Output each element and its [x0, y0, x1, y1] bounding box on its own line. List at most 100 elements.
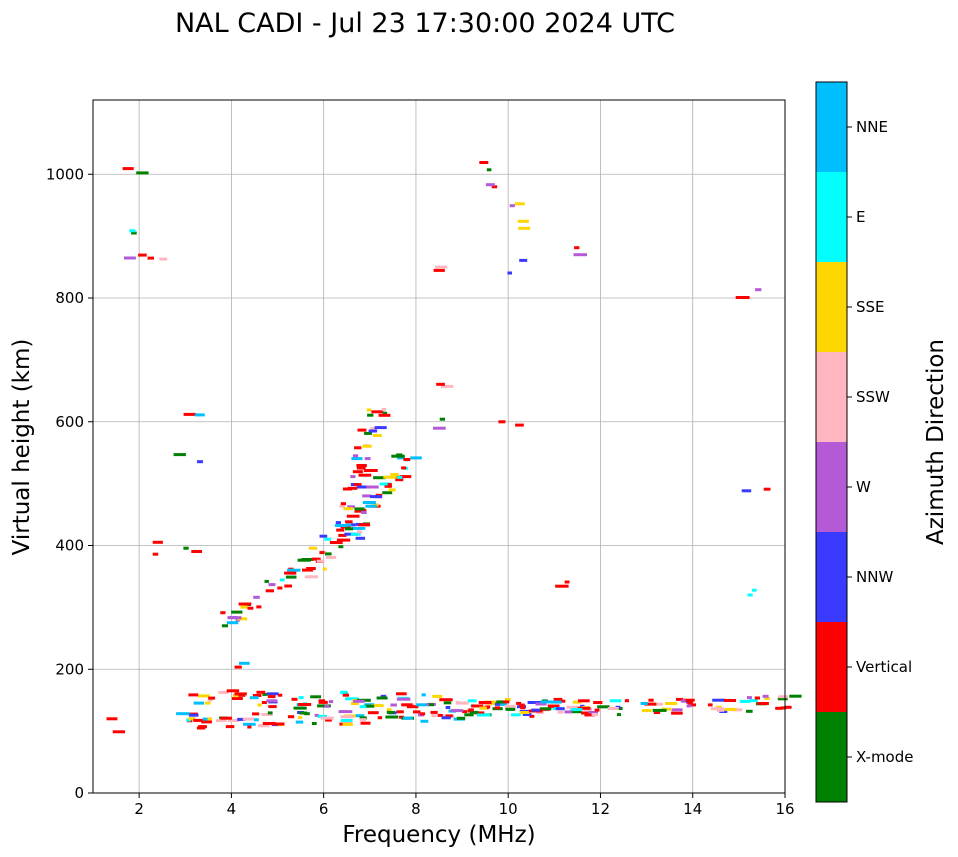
echo-mark	[266, 699, 278, 703]
echo-mark	[494, 706, 501, 710]
echo-mark	[267, 695, 276, 699]
echo-mark	[456, 716, 466, 720]
echo-mark	[755, 288, 762, 292]
echo-mark	[777, 697, 788, 701]
echo-mark	[555, 707, 565, 711]
echo-mark	[122, 167, 134, 171]
colorbar: X-mode Vertical NNW W SSW SSE E NNE	[815, 81, 913, 803]
colorbar-tick-label: SSE	[856, 298, 885, 316]
echo-mark	[688, 703, 696, 707]
echo-mark	[383, 475, 397, 479]
echo-mark	[455, 701, 469, 705]
echo-mark	[194, 413, 205, 417]
echo-mark	[476, 713, 491, 717]
echo-mark	[319, 551, 325, 555]
echo-mark	[607, 707, 619, 710]
echo-mark	[433, 268, 445, 272]
echo-mark	[665, 702, 678, 705]
echo-mark	[648, 698, 654, 702]
echo-mark	[519, 258, 528, 262]
echo-mark	[112, 730, 125, 734]
echo-mark	[581, 711, 595, 715]
echo-mark	[378, 413, 391, 417]
y-tick-label: 200	[55, 660, 84, 678]
echo-mark	[308, 546, 318, 550]
echo-mark	[505, 707, 516, 711]
echo-mark	[553, 697, 563, 701]
echo-mark	[724, 707, 737, 711]
echo-mark	[318, 700, 328, 704]
echo-mark	[515, 423, 524, 427]
echo-mark	[420, 719, 429, 723]
echo-mark	[413, 710, 421, 714]
echo-mark	[386, 710, 395, 714]
echo-mark	[310, 695, 322, 699]
echo-mark	[314, 713, 319, 717]
echo-mark	[319, 534, 328, 538]
echo-mark	[479, 706, 487, 710]
echo-mark	[395, 478, 404, 482]
echo-mark	[183, 546, 189, 550]
echo-mark	[345, 520, 353, 524]
echo-mark	[519, 711, 530, 714]
echo-mark	[284, 571, 297, 575]
echo-mark	[574, 246, 580, 250]
echo-mark	[311, 557, 321, 561]
echo-mark	[285, 575, 297, 579]
echo-mark	[297, 558, 311, 562]
echo-mark	[741, 489, 752, 493]
echo-mark	[763, 487, 771, 491]
echo-mark	[401, 466, 407, 470]
echo-mark	[131, 231, 137, 235]
echo-mark	[346, 514, 360, 518]
echo-mark	[479, 161, 489, 164]
echo-mark	[683, 698, 695, 702]
echo-mark	[491, 185, 498, 189]
echo-mark	[358, 473, 372, 477]
echo-mark	[478, 701, 492, 704]
echo-mark	[240, 605, 248, 609]
echo-mark	[749, 699, 758, 703]
echo-mark	[197, 694, 210, 698]
echo-mark	[346, 523, 352, 527]
echo-mark	[652, 708, 667, 712]
echo-mark	[347, 505, 355, 509]
echo-mark	[593, 701, 603, 704]
echo-mark	[731, 708, 743, 712]
echo-mark	[439, 698, 453, 702]
echo-mark	[173, 453, 186, 457]
echo-mark	[262, 692, 268, 696]
echo-mark	[570, 708, 583, 712]
echo-mark	[159, 257, 168, 261]
echo-mark	[609, 699, 622, 703]
echo-mark	[345, 697, 359, 701]
echo-mark	[358, 523, 371, 527]
echo-mark	[362, 444, 372, 448]
echo-mark	[291, 697, 298, 701]
colorbar-tick-label: E	[856, 208, 865, 226]
echo-mark	[555, 584, 569, 588]
echo-mark	[471, 704, 484, 708]
echo-mark	[428, 703, 434, 707]
x-axis-label: Frequency (MHz)	[342, 822, 535, 848]
echo-mark	[436, 382, 445, 386]
echo-mark	[676, 697, 684, 701]
echo-mark	[439, 417, 445, 421]
echo-mark	[430, 710, 438, 714]
echo-mark	[388, 488, 396, 492]
echo-mark	[357, 428, 367, 432]
echo-mark	[359, 716, 367, 720]
echo-mark	[350, 475, 356, 479]
echo-mark	[671, 708, 683, 712]
echo-mark	[193, 701, 204, 705]
echo-mark	[686, 700, 693, 704]
echo-mark	[496, 700, 504, 704]
colorbar-swatch-ssw	[816, 352, 847, 442]
echo-mark	[284, 584, 292, 588]
echo-mark	[325, 552, 332, 556]
echo-mark	[339, 504, 345, 508]
echo-mark	[432, 694, 443, 698]
echo-mark	[256, 605, 262, 609]
echo-mark	[197, 460, 203, 464]
echo-mark	[237, 617, 248, 621]
